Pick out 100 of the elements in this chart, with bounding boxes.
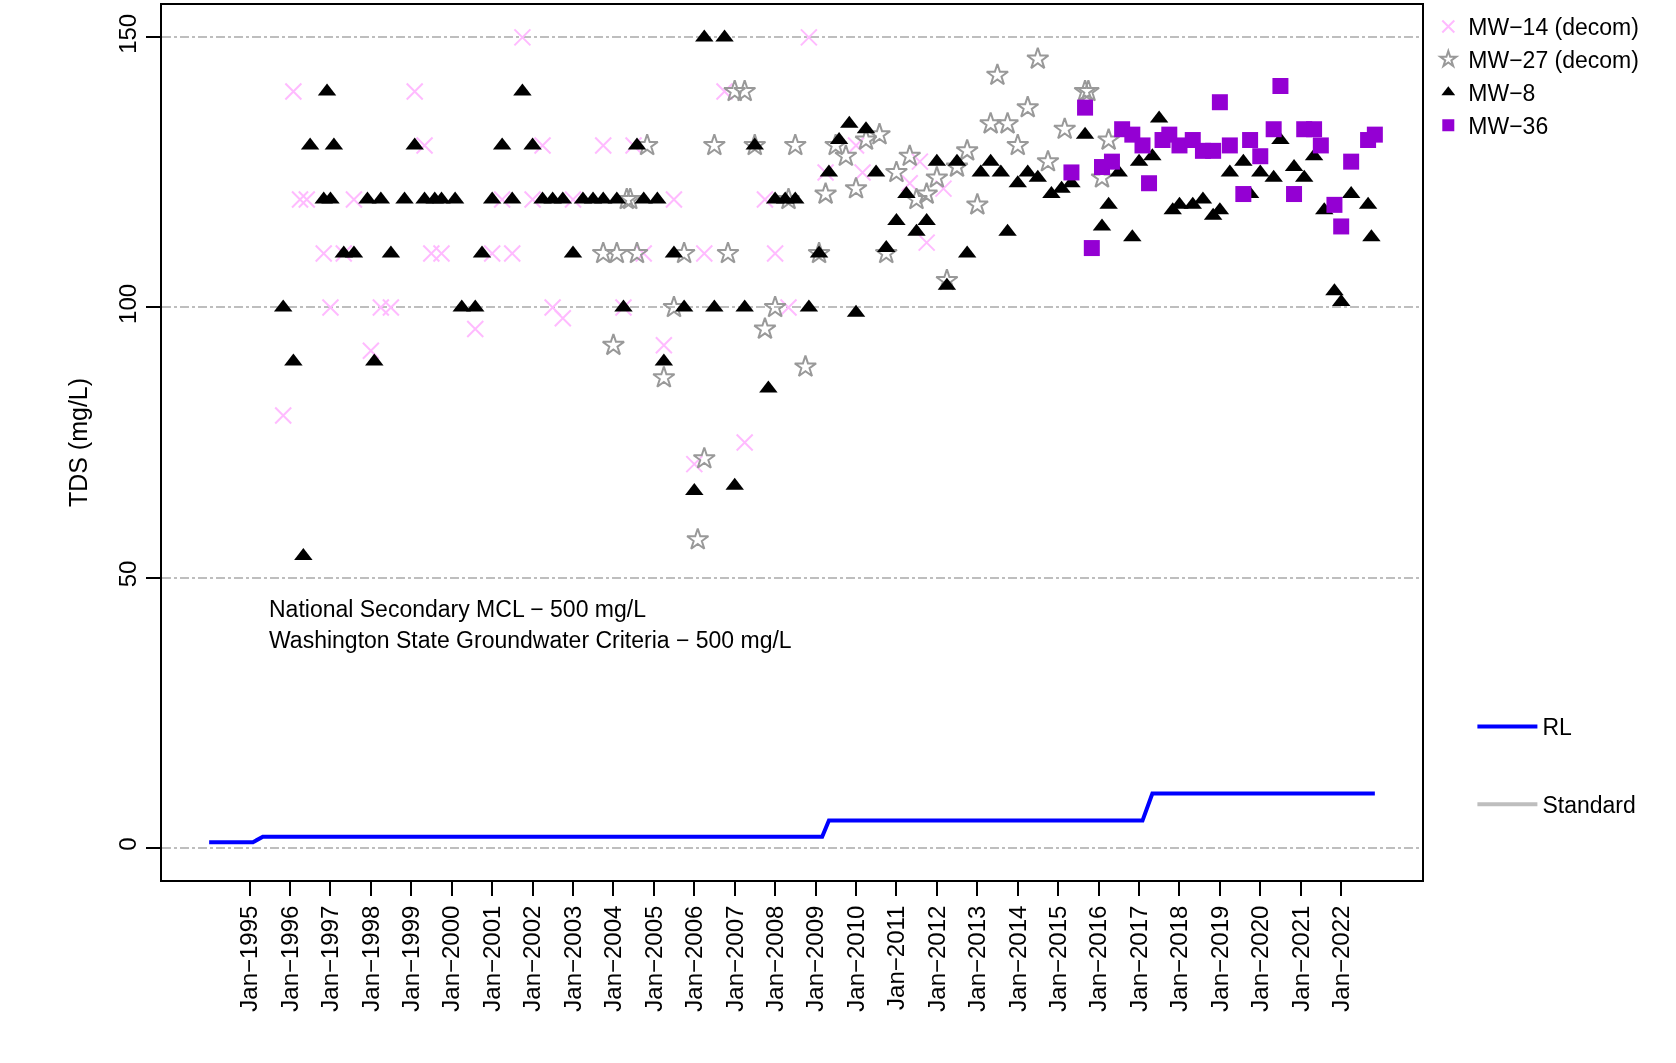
- point: [654, 336, 673, 355]
- point: [1036, 149, 1060, 172]
- x-tick-label: Jan−2014: [1003, 905, 1031, 1012]
- x-tick-label: Jan−2003: [558, 905, 586, 1012]
- point: [625, 241, 649, 264]
- point: [995, 111, 1020, 134]
- x-tick-label: Jan−1997: [316, 905, 344, 1012]
- point: [601, 333, 626, 356]
- point: [1306, 121, 1323, 138]
- point: [925, 165, 949, 188]
- point: [723, 79, 747, 102]
- legend-label: Standard: [1542, 792, 1636, 819]
- point: [291, 190, 310, 209]
- point: [716, 241, 740, 264]
- point: [779, 298, 798, 317]
- point: [543, 298, 562, 317]
- x-tick-label: Jan−2013: [963, 905, 991, 1012]
- y-tick-label: 100: [114, 283, 142, 324]
- point: [314, 244, 333, 263]
- point: [884, 160, 909, 183]
- point: [1286, 186, 1303, 203]
- point: [695, 244, 714, 263]
- point: [1333, 218, 1350, 235]
- x-tick-label: Jan−2018: [1165, 905, 1193, 1012]
- point: [816, 163, 835, 182]
- x-tick-label: Jan−2011: [882, 905, 910, 1010]
- x-tick-label: Jan−1996: [275, 905, 303, 1012]
- point: [766, 244, 785, 263]
- point: [1134, 137, 1151, 154]
- point: [466, 320, 485, 339]
- point: [1006, 133, 1030, 156]
- point: [1343, 153, 1360, 170]
- x-tick-label: Jan−2008: [760, 905, 788, 1012]
- point: [1272, 78, 1289, 95]
- point: [847, 136, 866, 155]
- point: [955, 138, 979, 161]
- point: [853, 163, 872, 182]
- point: [483, 244, 502, 263]
- x-tick-label: Jan−2007: [720, 905, 748, 1012]
- point: [900, 174, 919, 193]
- point: [1205, 142, 1222, 159]
- y-tick-label: 150: [114, 13, 142, 54]
- legend-label: MW−36: [1468, 113, 1549, 140]
- point: [733, 79, 757, 102]
- point: [686, 527, 710, 550]
- point: [381, 298, 400, 317]
- point: [867, 122, 892, 145]
- point: [985, 63, 1010, 86]
- point: [1063, 164, 1080, 181]
- point: [1103, 153, 1120, 170]
- x-tick-label: Jan−2022: [1327, 905, 1354, 1012]
- x-tick-label: Jan−2004: [599, 905, 627, 1012]
- x-tick-label: Jan−2009: [801, 905, 829, 1012]
- x-tick-label: Jan−1998: [356, 905, 384, 1012]
- x-tick-label: Jan−2006: [680, 905, 708, 1012]
- point: [799, 28, 818, 47]
- point: [965, 192, 989, 215]
- point: [503, 244, 522, 263]
- x-tick-label: Jan−2016: [1084, 905, 1112, 1012]
- point: [321, 298, 340, 317]
- point: [344, 190, 363, 209]
- point: [844, 176, 868, 199]
- point: [1016, 95, 1040, 118]
- point: [591, 241, 615, 264]
- point: [824, 133, 848, 156]
- point: [735, 433, 754, 452]
- point: [685, 455, 704, 474]
- point: [664, 190, 683, 209]
- x-tick-label: Jan−2005: [639, 905, 667, 1012]
- point: [910, 152, 929, 171]
- point: [813, 181, 838, 205]
- point: [1096, 127, 1121, 151]
- point: [715, 82, 734, 101]
- legend-label: MW−14 (decom): [1468, 14, 1639, 41]
- point: [934, 179, 953, 198]
- point: [594, 136, 613, 155]
- point: [361, 341, 380, 360]
- x-tick-label: Jan−2001: [477, 905, 505, 1012]
- legend-label: RL: [1542, 714, 1573, 741]
- legend-label: MW−8: [1468, 80, 1536, 107]
- x-tick-label: Jan−2020: [1246, 905, 1274, 1012]
- line-series: [207, 791, 1377, 845]
- point: [898, 144, 922, 167]
- x-tick-label: Jan−2017: [1124, 905, 1152, 1012]
- x-tick-label: Jan−1999: [397, 905, 425, 1012]
- x-tick-label: Jan−1995: [235, 905, 263, 1012]
- point: [513, 28, 532, 47]
- point: [652, 365, 676, 388]
- point: [743, 133, 767, 156]
- point: [614, 298, 633, 317]
- point: [1235, 186, 1252, 203]
- y-tick-label: 0: [114, 837, 142, 851]
- point: [274, 406, 293, 425]
- point: [1326, 196, 1343, 213]
- point: [284, 82, 303, 101]
- x-tick-label: Jan−2021: [1286, 905, 1314, 1012]
- point: [1171, 137, 1188, 154]
- point: [807, 241, 831, 264]
- y-tick-label: 50: [114, 560, 142, 588]
- point: [1366, 126, 1383, 143]
